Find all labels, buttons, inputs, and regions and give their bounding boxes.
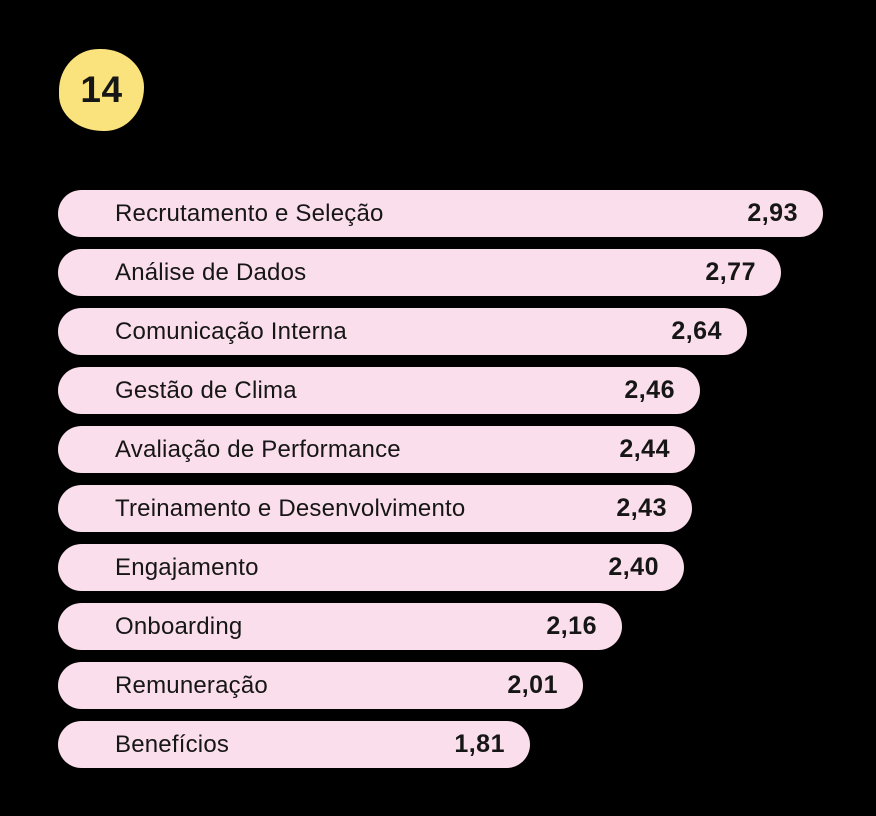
- bar-row: Engajamento 2,40: [58, 544, 684, 591]
- bar-row: Avaliação de Performance 2,44: [58, 426, 695, 473]
- bar-row: Benefícios 1,81: [58, 721, 530, 768]
- bar-row: Onboarding 2,16: [58, 603, 622, 650]
- bar-value: 2,64: [671, 317, 722, 345]
- bar-label: Comunicação Interna: [115, 317, 347, 345]
- bar-row: Comunicação Interna 2,64: [58, 308, 747, 355]
- bar-row: Análise de Dados 2,77: [58, 249, 781, 296]
- bar-value: 2,93: [747, 199, 798, 227]
- bar-value: 2,01: [507, 671, 558, 699]
- bar-row: Recrutamento e Seleção 2,93: [58, 190, 823, 237]
- bar-label: Avaliação de Performance: [115, 435, 401, 463]
- bar-label: Análise de Dados: [115, 258, 307, 286]
- bar-row: Treinamento e Desenvolvimento 2,43: [58, 485, 692, 532]
- bar-row: Gestão de Clima 2,46: [58, 367, 700, 414]
- slide-number-badge: 14: [59, 49, 144, 131]
- slide-number: 14: [80, 69, 123, 110]
- bar-label: Benefícios: [115, 730, 230, 758]
- bar-label: Gestão de Clima: [115, 376, 297, 404]
- bar-label: Onboarding: [115, 612, 243, 640]
- bar-value: 2,16: [546, 612, 597, 640]
- bar-label: Recrutamento e Seleção: [115, 199, 384, 227]
- bar-value: 2,44: [619, 435, 670, 463]
- bar-row: Remuneração 2,01: [58, 662, 583, 709]
- bar-label: Engajamento: [115, 553, 259, 581]
- bar-label: Treinamento e Desenvolvimento: [115, 494, 466, 522]
- bar-value: 2,77: [705, 258, 756, 286]
- bar-label: Remuneração: [115, 671, 268, 699]
- bar-value: 1,81: [454, 730, 505, 758]
- bar-chart: Recrutamento e Seleção 2,93 Análise de Dad…: [58, 190, 823, 768]
- bar-value: 2,43: [616, 494, 667, 522]
- bar-value: 2,40: [608, 553, 659, 581]
- bar-value: 2,46: [624, 376, 675, 404]
